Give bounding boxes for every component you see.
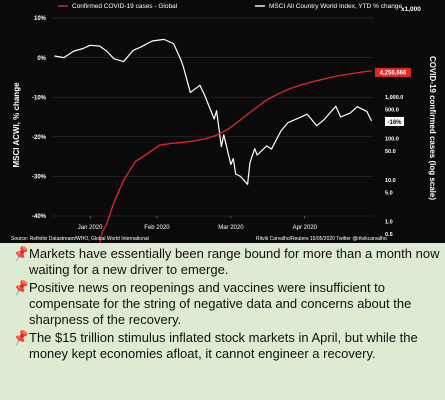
right-tick-label: 10.0 (385, 178, 396, 184)
x-tick-label: Jan 2020 (78, 225, 103, 231)
left-tick-label: 10% (34, 16, 47, 22)
last-msci-label: -16% (387, 120, 402, 126)
right-tick-label: 100.0 (385, 137, 399, 143)
right-tick-label: 5.0 (385, 190, 393, 196)
right-tick-label: 1.0 (385, 220, 393, 226)
x-tick-label: Mar 2020 (218, 225, 244, 231)
x-tick-label: Apr 2020 (293, 225, 318, 231)
pushpin-icon: 📌 (11, 328, 31, 347)
x-axis-ticks: Jan 2020 Feb 2020 Mar 2020 Apr 2020 (78, 216, 318, 231)
last-msci-box (385, 116, 404, 126)
left-axis-label: MSCI ACWI, % change (12, 82, 21, 168)
msci-line (54, 38, 373, 185)
pushpin-icon: 📌 (11, 278, 31, 297)
pushpin-icon: 📌 (11, 244, 31, 263)
series-lines (54, 38, 373, 243)
right-tick-label: 500.0 (385, 107, 399, 113)
paragraph-1-text: Markets have essentially been range boun… (29, 246, 440, 277)
paragraph-3-text: The $15 trillion stimulus inflated stock… (29, 330, 418, 361)
covid-msci-chart: Confirmed COVID-19 cases - Global MSCI Al… (11, 3, 437, 243)
right-tick-label: 1,000.0 (385, 95, 403, 101)
source-left: Source: Refinitiv Datastream/WHO, Global… (11, 236, 149, 242)
legend-label: MSCI All Country World Index, YTD % chan… (269, 3, 402, 10)
annotations: 4,256,666 -16% (375, 67, 411, 126)
right-tick-label: 0.5 (385, 232, 393, 238)
post-text: 📌 Markets have essentially been range bo… (11, 244, 441, 364)
legend-label: Confirmed COVID-19 cases - Global (72, 3, 178, 10)
unit-label: x1,000 (401, 6, 421, 13)
paragraph-3: 📌 The $15 trillion stimulus inflated sto… (11, 328, 441, 362)
left-tick-label: -40% (32, 214, 47, 220)
left-tick-label: -30% (32, 175, 47, 181)
right-axis-label: COVID-19 confirmed cases (log scale) (428, 56, 437, 200)
x-tick-label: Feb 2020 (144, 225, 170, 231)
last-cases-box (375, 67, 411, 77)
chart-area: Confirmed COVID-19 cases - Global MSCI Al… (0, 0, 445, 243)
covid-cases-line (99, 70, 372, 243)
paragraph-1: 📌 Markets have essentially been range bo… (11, 244, 441, 278)
left-tick-label: -10% (32, 95, 47, 101)
left-axis-ticks: 10% 0% -10% -20% -30% -40% (32, 16, 47, 220)
last-cases-label: 4,256,666 (380, 71, 407, 77)
paragraph-2-text: Positive news on reopenings and vaccines… (29, 280, 412, 327)
paragraph-2: 📌 Positive news on reopenings and vaccin… (11, 278, 441, 328)
legend: Confirmed COVID-19 cases - Global MSCI Al… (58, 3, 402, 10)
source-right: Ritvik Carvalho/Reuters 15/05/2020 Twitt… (256, 236, 387, 242)
right-tick-label: 50.0 (385, 149, 396, 155)
left-tick-label: -20% (32, 135, 47, 141)
right-axis-ticks: 1,000.0500.0100.050.010.05.01.00.50.10.1… (385, 95, 403, 238)
left-tick-label: 0% (37, 56, 46, 62)
